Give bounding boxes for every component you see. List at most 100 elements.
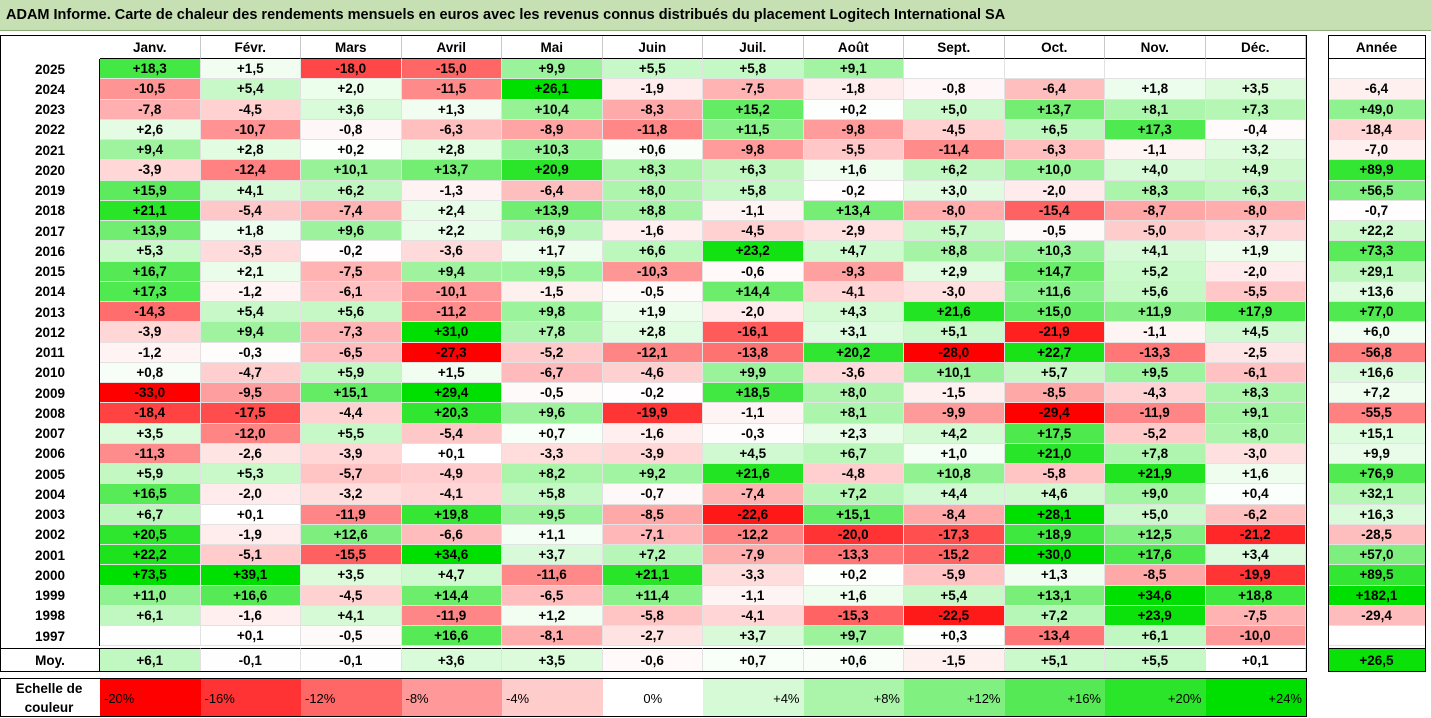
heatmap-cell: +21,6 bbox=[703, 464, 804, 485]
heatmap-cell: +3,7 bbox=[502, 545, 603, 566]
heatmap-cell: +21,1 bbox=[602, 565, 703, 586]
heatmap-cell: +16,7 bbox=[100, 261, 201, 282]
heatmap-cell: -0,2 bbox=[803, 180, 904, 201]
heatmap-cell: +17,6 bbox=[1105, 545, 1206, 566]
row-year-label: 2001 bbox=[0, 545, 100, 566]
heatmap-cell: +5,4 bbox=[904, 585, 1005, 606]
heatmap-cell: -2,0 bbox=[200, 484, 301, 505]
heatmap-cell: +8,1 bbox=[803, 403, 904, 424]
heatmap-cell: +2,6 bbox=[100, 119, 201, 140]
heatmap-cell: -17,3 bbox=[904, 524, 1005, 545]
heatmap-cell: +73,5 bbox=[100, 565, 201, 586]
heatmap-cell: -5,5 bbox=[803, 140, 904, 161]
row-year-label: 2024 bbox=[0, 79, 100, 100]
heatmap-cell: +17,5 bbox=[1004, 423, 1105, 444]
heatmap-cell: +6,2 bbox=[301, 180, 402, 201]
heatmap-cell: +4,3 bbox=[803, 302, 904, 323]
heatmap-cell: -0,5 bbox=[502, 383, 603, 404]
heatmap-cell: +5,8 bbox=[502, 484, 603, 505]
month-header: Juil. bbox=[703, 35, 804, 59]
annual-cell: +16,3 bbox=[1328, 504, 1426, 525]
heatmap-cell: -8,5 bbox=[1004, 383, 1105, 404]
heatmap-cell: +13,9 bbox=[100, 221, 201, 242]
heatmap-cell: +5,6 bbox=[1105, 281, 1206, 302]
heatmap-cell: -1,6 bbox=[602, 221, 703, 242]
heatmap-cell: -0,3 bbox=[703, 423, 804, 444]
heatmap-cell: -8,5 bbox=[1105, 565, 1206, 586]
heatmap-cell: -15,3 bbox=[803, 605, 904, 626]
heatmap-cell: +9,5 bbox=[502, 504, 603, 525]
average-cell: -0,6 bbox=[602, 648, 703, 673]
heatmap-cell: +1,5 bbox=[401, 362, 502, 383]
heatmap-cell: -9,3 bbox=[803, 261, 904, 282]
average-cell: +0,6 bbox=[803, 648, 904, 673]
heatmap-cell: +13,7 bbox=[1004, 99, 1105, 120]
heatmap-cell: +8,8 bbox=[904, 241, 1005, 262]
month-header: Janv. bbox=[100, 35, 201, 59]
heatmap-cell: +11,0 bbox=[100, 585, 201, 606]
heatmap-cell: -5,1 bbox=[200, 545, 301, 566]
heatmap-cell: -4,6 bbox=[602, 362, 703, 383]
heatmap-cell: +5,7 bbox=[904, 221, 1005, 242]
heatmap-cell: -6,5 bbox=[301, 342, 402, 363]
heatmap-cell: -6,2 bbox=[1205, 504, 1306, 525]
heatmap-cell: +8,3 bbox=[1105, 180, 1206, 201]
annual-cell: -0,7 bbox=[1328, 200, 1426, 221]
heatmap-cell: +6,9 bbox=[502, 221, 603, 242]
heatmap-cell: -9,9 bbox=[904, 403, 1005, 424]
heatmap-cell: -13,8 bbox=[703, 342, 804, 363]
row-year-label: 2003 bbox=[0, 504, 100, 525]
color-scale-swatch: +12% bbox=[904, 679, 1005, 717]
heatmap-cell: -0,2 bbox=[602, 383, 703, 404]
heatmap-cell: +4,5 bbox=[703, 443, 804, 464]
heatmap-cell: +10,8 bbox=[904, 464, 1005, 485]
heatmap-cell: -5,9 bbox=[904, 565, 1005, 586]
row-year-label: 2006 bbox=[0, 443, 100, 464]
heatmap-cell: -5,8 bbox=[602, 605, 703, 626]
heatmap-cell: +9,9 bbox=[502, 59, 603, 80]
heatmap-cell: -10,0 bbox=[1205, 626, 1306, 647]
heatmap-cell: -13,3 bbox=[803, 545, 904, 566]
annual-cell: +9,9 bbox=[1328, 443, 1426, 464]
row-year-label: 2014 bbox=[0, 281, 100, 302]
heatmap-cell: +2,3 bbox=[803, 423, 904, 444]
heatmap-cell: +1,0 bbox=[904, 443, 1005, 464]
heatmap-cell: -0,8 bbox=[904, 79, 1005, 100]
heatmap-cell: -12,0 bbox=[200, 423, 301, 444]
heatmap-cell: -5,8 bbox=[1004, 464, 1105, 485]
row-year-label: 2007 bbox=[0, 423, 100, 444]
heatmap-cell: +8,0 bbox=[803, 383, 904, 404]
annual-cell: +49,0 bbox=[1328, 99, 1426, 120]
heatmap-cell: -15,4 bbox=[1004, 200, 1105, 221]
heatmap-cell: +34,6 bbox=[1105, 585, 1206, 606]
heatmap-cell: -1,6 bbox=[200, 605, 301, 626]
heatmap-cell: +9,6 bbox=[301, 221, 402, 242]
heatmap-cell: +13,7 bbox=[401, 160, 502, 181]
color-scale-swatch: +8% bbox=[803, 679, 904, 717]
heatmap-cell: +4,7 bbox=[401, 565, 502, 586]
row-year-label: 2023 bbox=[0, 99, 100, 120]
heatmap-cell: +18,8 bbox=[1205, 585, 1306, 606]
heatmap-cell: +4,2 bbox=[904, 423, 1005, 444]
annual-cell: -55,5 bbox=[1328, 403, 1426, 424]
annual-cell: +32,1 bbox=[1328, 484, 1426, 505]
heatmap-cell: +5,0 bbox=[1105, 504, 1206, 525]
heatmap-cell: +9,9 bbox=[703, 362, 804, 383]
heatmap-cell: +5,5 bbox=[301, 423, 402, 444]
heatmap-cell: -22,6 bbox=[703, 504, 804, 525]
annual-cell: +89,5 bbox=[1328, 565, 1426, 586]
heatmap-cell: -1,3 bbox=[401, 180, 502, 201]
heatmap-cell bbox=[1205, 59, 1306, 80]
heatmap-cell: +6,1 bbox=[1105, 626, 1206, 647]
heatmap-cell: +3,4 bbox=[1205, 545, 1306, 566]
heatmap-cell: +3,5 bbox=[1205, 79, 1306, 100]
heatmap-cell bbox=[904, 59, 1005, 80]
heatmap-cell: +17,9 bbox=[1205, 302, 1306, 323]
heatmap-cell: +6,7 bbox=[803, 443, 904, 464]
year-column-header: Année bbox=[1328, 35, 1426, 59]
heatmap-cell: +14,4 bbox=[703, 281, 804, 302]
color-scale-swatch: -20% bbox=[100, 679, 201, 717]
heatmap-cell: +22,7 bbox=[1004, 342, 1105, 363]
month-header: Avril bbox=[401, 35, 502, 59]
heatmap-cell: -4,5 bbox=[200, 99, 301, 120]
